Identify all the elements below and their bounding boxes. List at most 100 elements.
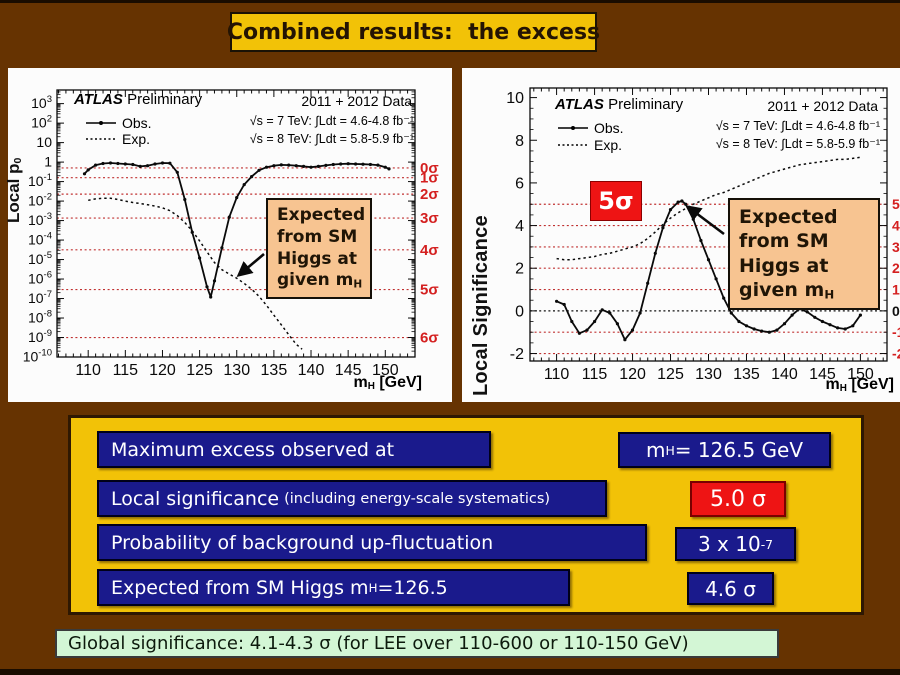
p0-lumi-8tev: √s = 8 TeV: ∫Ldt = 5.8-5.9 fb⁻¹ xyxy=(249,132,414,146)
svg-text:130: 130 xyxy=(695,366,722,383)
summary-row-value: 4.6 σ xyxy=(687,572,774,605)
svg-text:110: 110 xyxy=(75,362,101,379)
significance-x-axis-base: m xyxy=(825,376,840,393)
significance-x-axis-sub: H xyxy=(839,382,847,394)
svg-text:4: 4 xyxy=(515,218,524,235)
svg-text:-1: -1 xyxy=(892,324,900,340)
svg-text:140: 140 xyxy=(771,366,798,383)
svg-text:102: 102 xyxy=(31,114,52,131)
row-label-small-text: (including energy-scale systematics) xyxy=(284,490,551,507)
svg-text:130: 130 xyxy=(223,362,250,379)
obs-line-swatch xyxy=(86,121,116,125)
svg-text:5σ: 5σ xyxy=(420,282,439,299)
significance-y-axis-title: Local Significance xyxy=(470,215,493,396)
svg-text:0σ: 0σ xyxy=(420,160,439,177)
significance-experiment-header: ATLAS Preliminary xyxy=(555,96,683,113)
svg-text:135: 135 xyxy=(261,362,288,379)
significance-x-axis-title: mH [GeV] xyxy=(825,376,894,394)
svg-text:2σ: 2σ xyxy=(420,186,439,203)
significance-lumi-7tev: √s = 7 TeV: ∫Ldt = 4.6-4.8 fb⁻¹ xyxy=(715,119,880,133)
svg-text:115: 115 xyxy=(582,366,608,383)
annotation-line: given mH xyxy=(277,270,363,292)
svg-text:10-7: 10-7 xyxy=(28,289,52,306)
svg-text:150: 150 xyxy=(372,362,399,379)
p0-legend-expected: Exp. xyxy=(86,131,150,147)
annotation-line: Expected xyxy=(739,206,838,228)
atlas-label: ATLAS xyxy=(555,96,604,113)
preliminary-label: Preliminary xyxy=(608,96,684,113)
summary-row-label: Maximum excess observed at xyxy=(97,431,491,468)
obs-legend-label: Obs. xyxy=(594,120,624,136)
svg-text:0: 0 xyxy=(892,303,900,319)
p0-sm-higgs-annotation: Expected from SM Higgs at given mH xyxy=(266,198,372,300)
slide-title: Combined results: the excess xyxy=(226,12,601,52)
svg-text:2: 2 xyxy=(892,260,900,276)
preliminary-label: Preliminary xyxy=(127,91,203,108)
p0-plot-panel: 0σ 1σ 2σ 3σ 4σ 5σ 6σ 110 115 120 125 130 135 140 145 15… xyxy=(4,68,452,402)
svg-text:10-2: 10-2 xyxy=(28,192,52,209)
svg-text:140: 140 xyxy=(298,362,325,379)
exp-legend-label: Exp. xyxy=(122,131,151,147)
row-value-rest: = 126.5 GeV xyxy=(674,438,804,462)
summary-row-value-highlight: 5.0 σ xyxy=(690,481,786,517)
significance-data-period-label: 2011 + 2012 Data xyxy=(767,98,878,114)
svg-text:145: 145 xyxy=(809,366,836,383)
row-value-text: 5.0 σ xyxy=(710,486,766,512)
svg-text:-2: -2 xyxy=(892,346,900,362)
svg-text:6σ: 6σ xyxy=(420,330,439,347)
p0-experiment-header: ATLAS Preliminary xyxy=(74,91,202,108)
svg-text:10-4: 10-4 xyxy=(28,231,52,248)
row-label-text: Expected from SM Higgs m xyxy=(111,576,369,599)
obs-legend-label: Obs. xyxy=(122,115,152,131)
significance-y-axis-text: Local Significance xyxy=(470,214,492,396)
svg-text:145: 145 xyxy=(335,362,362,379)
svg-text:10-10: 10-10 xyxy=(23,348,52,365)
annotation-line: from SM xyxy=(277,226,358,247)
bottom-edge-strip xyxy=(0,669,900,675)
svg-text:3σ: 3σ xyxy=(420,210,439,227)
row-label-text: Probability of background up-fluctuation xyxy=(111,531,494,554)
significance-legend-observed: Obs. xyxy=(558,120,624,136)
row-value-text: 4.6 σ xyxy=(705,576,756,601)
svg-text:-2: -2 xyxy=(510,346,524,363)
row-label-sub: H xyxy=(368,580,378,595)
summary-row-label: Probability of background up-fluctuation xyxy=(97,524,647,561)
obs-line-swatch xyxy=(558,126,588,130)
p0-legend-observed: Obs. xyxy=(86,115,152,131)
exp-line-swatch xyxy=(86,138,116,140)
svg-text:8: 8 xyxy=(515,133,524,150)
svg-text:4σ: 4σ xyxy=(420,242,439,259)
annotation-line-sub: H xyxy=(824,287,835,302)
row-value-text: m xyxy=(645,438,666,462)
svg-text:1: 1 xyxy=(44,154,52,170)
svg-text:1σ: 1σ xyxy=(420,170,439,187)
svg-text:135: 135 xyxy=(733,366,760,383)
svg-text:5: 5 xyxy=(892,196,900,212)
svg-text:115: 115 xyxy=(113,362,139,379)
p0-y-axis-title-text: Local p xyxy=(4,163,23,223)
annotation-line: Higgs at xyxy=(277,248,358,269)
significance-legend-expected: Exp. xyxy=(558,137,622,153)
svg-text:10: 10 xyxy=(36,134,52,150)
annotation-line-sub: H xyxy=(353,278,363,291)
global-significance-note: Global significance: 4.1-4.3 σ (for LEE … xyxy=(55,629,779,658)
svg-text:10-3: 10-3 xyxy=(28,211,52,228)
annotation-line-text: given m xyxy=(277,270,354,291)
p0-y-axis-title: Local p0 xyxy=(4,158,24,223)
annotation-line: given mH xyxy=(739,278,869,303)
p0-y-axis-title-sub: 0 xyxy=(12,157,25,164)
svg-text:110: 110 xyxy=(544,366,570,383)
summary-row-label: Expected from SM Higgs m H =126.5 xyxy=(97,569,570,606)
row-value-text: 3 x 10 xyxy=(697,532,761,556)
slide-title-text: Combined results: the excess xyxy=(226,19,601,45)
svg-text:103: 103 xyxy=(31,94,52,111)
row-label-text: Local significance xyxy=(111,487,280,510)
significance-chart-svg: 543210-1-2110115120125130135140145150-20… xyxy=(506,87,900,383)
svg-text:3: 3 xyxy=(892,239,900,255)
svg-text:10: 10 xyxy=(506,90,524,107)
significance-lumi-8tev: √s = 8 TeV: ∫Ldt = 5.8-5.9 fb⁻¹ xyxy=(715,137,880,151)
